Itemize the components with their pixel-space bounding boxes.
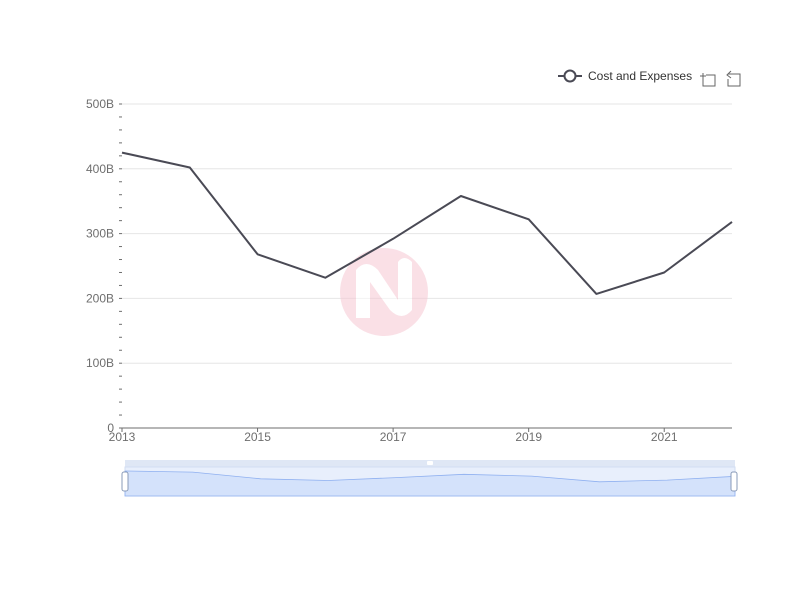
- series-line-cost-and-expenses: [121, 151, 733, 295]
- x-tick-label: 2017: [380, 430, 407, 444]
- legend-label: Cost and Expenses: [588, 69, 692, 83]
- legend-marker-icon: [563, 69, 577, 83]
- y-tick-label: 300B: [86, 227, 114, 241]
- x-tick-label: 2015: [244, 430, 271, 444]
- slider-right-handle[interactable]: [730, 471, 738, 492]
- x-axis-ticks: 2013 2015 2017 2019 2021: [109, 430, 678, 444]
- axes: [119, 103, 732, 432]
- slider-left-handle[interactable]: [121, 471, 129, 492]
- y-tick-label: 500B: [86, 97, 114, 111]
- slider-move-handle-icon[interactable]: [427, 461, 433, 465]
- zoom-reset-icon[interactable]: [726, 70, 741, 87]
- x-tick-label: 2021: [651, 430, 678, 444]
- x-tick-label: 2013: [109, 430, 136, 444]
- y-tick-label: 0: [107, 421, 114, 435]
- y-axis-ticks: 0 100B 200B 300B 400B 500B: [86, 97, 114, 435]
- y-tick-label: 100B: [86, 356, 114, 370]
- legend[interactable]: Cost and Expenses: [558, 69, 692, 83]
- grid: [122, 103, 732, 364]
- y-tick-label: 200B: [86, 291, 114, 305]
- y-tick-label: 400B: [86, 162, 114, 176]
- x-tick-label: 2019: [515, 430, 542, 444]
- zoom-icon[interactable]: [700, 73, 716, 87]
- watermark-logo: [340, 248, 428, 336]
- datazoom-slider[interactable]: [121, 460, 738, 497]
